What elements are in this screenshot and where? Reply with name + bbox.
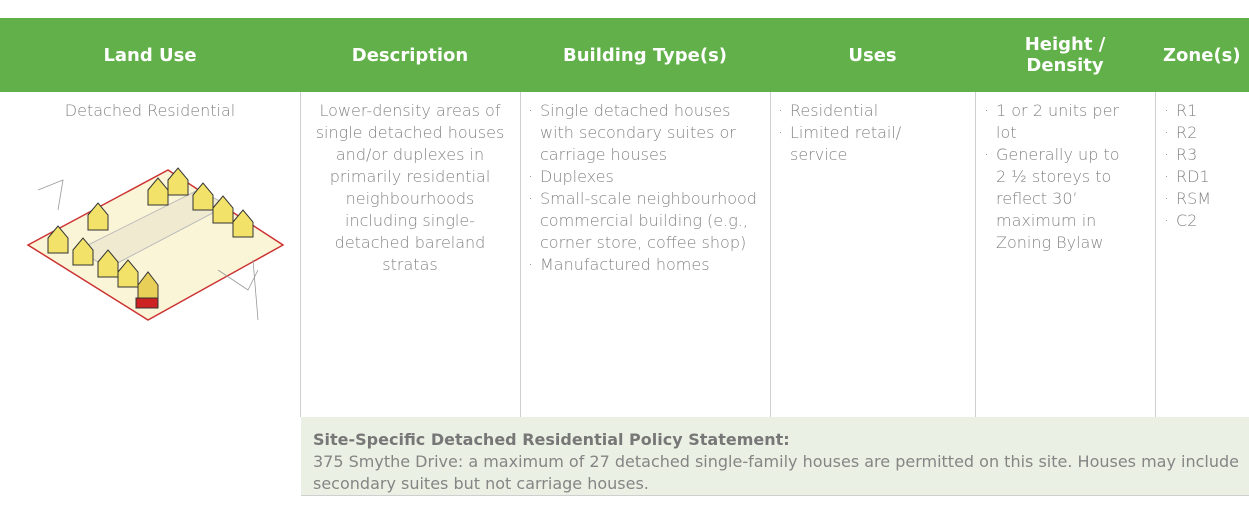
- land-use: Detached Residential: [64, 101, 236, 120]
- list-item: Limited retail/ service: [778, 122, 938, 166]
- divider: [975, 92, 976, 417]
- policy-text: 375 Smythe Drive: a maximum of 27 detach…: [313, 452, 1240, 493]
- header-cell: Description: [351, 44, 469, 66]
- divider: [770, 92, 771, 417]
- policy-box: Site-Specific Detached Residential Polic…: [301, 417, 1249, 495]
- header-cell: Building Type(s): [562, 44, 728, 66]
- divider: [300, 92, 301, 417]
- header-bar: [0, 18, 1249, 92]
- list-item: RD1: [1164, 166, 1244, 188]
- building-types: Single detached houses with secondary su…: [528, 100, 758, 276]
- list-item: Generally up to 2 ½ storeys to reflect 3…: [984, 144, 1134, 254]
- list-item: R2: [1164, 122, 1244, 144]
- list-item: R3: [1164, 144, 1244, 166]
- list-item: Residential: [778, 100, 938, 122]
- list-item: Duplexes: [528, 166, 758, 188]
- header-cell: Uses: [848, 44, 897, 66]
- divider: [1155, 92, 1156, 417]
- list-item: Single detached houses with secondary su…: [528, 100, 758, 166]
- list-item: C2: [1164, 210, 1244, 232]
- header-cell: Land Use: [103, 44, 197, 66]
- header-cell: Zone(s): [1163, 44, 1241, 66]
- header-cell: Height / Density: [1024, 34, 1106, 76]
- list-item: 1 or 2 units per lot: [984, 100, 1134, 144]
- list-item: Small-scale neighbourhood commercial bui…: [528, 188, 758, 254]
- zones: R1R2R3RD1RSMC2: [1164, 100, 1244, 232]
- list-item: R1: [1164, 100, 1244, 122]
- divider: [301, 495, 1249, 496]
- height-density: 1 or 2 units per lotGenerally up to 2 ½ …: [984, 100, 1134, 254]
- list-item: RSM: [1164, 188, 1244, 210]
- list-item: Manufactured homes: [528, 254, 758, 276]
- policy-title: Site-Specific Detached Residential Polic…: [313, 430, 790, 449]
- divider: [520, 92, 521, 417]
- illustration: [26, 167, 285, 321]
- description: Lower-density areas of single detached h…: [315, 101, 505, 274]
- uses: ResidentialLimited retail/ service: [778, 100, 938, 166]
